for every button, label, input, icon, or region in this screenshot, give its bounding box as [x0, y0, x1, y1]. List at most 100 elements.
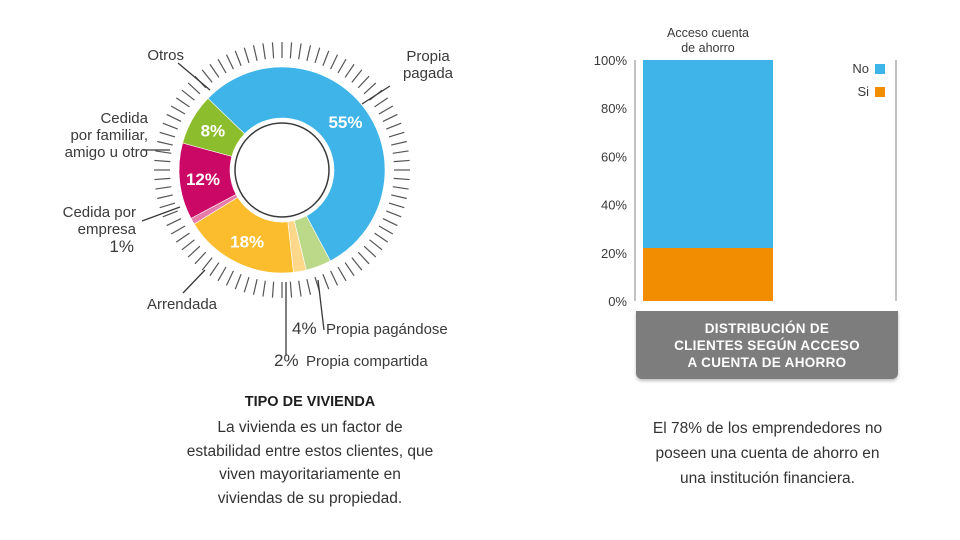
savings-body-line: poseen una cuenta de ahorro en: [655, 445, 880, 462]
donut-tick: [330, 54, 339, 70]
y-tick-label: 60%: [601, 149, 627, 164]
donut-tick: [201, 69, 213, 83]
donut-tick: [393, 177, 410, 181]
donut-tick: [337, 266, 347, 282]
donut-tick: [252, 45, 258, 61]
donut-tick: [252, 279, 258, 295]
label-pagandose-pct: 4%: [292, 319, 317, 338]
donut-tick: [157, 194, 173, 200]
donut-tick: [187, 82, 201, 95]
donut-tick: [181, 239, 195, 251]
housing-body-line: viven mayoritariamente en: [219, 466, 401, 483]
label-propia-pagada-line1: Propia: [406, 48, 450, 65]
donut-tick: [298, 280, 302, 297]
donut-slice-value-label: 12%: [186, 170, 220, 189]
donut-tick: [392, 186, 409, 190]
donut-tick: [155, 150, 172, 154]
donut-tick: [369, 239, 383, 251]
housing-body-line: estabilidad entre estos clientes, que: [186, 442, 434, 460]
label-cedida-familiar-line3: amigo u otro: [65, 144, 148, 161]
donut-tick: [363, 82, 377, 95]
donut-tick: [170, 105, 186, 115]
donut-tick: [378, 105, 394, 115]
caption-line: DISTRIBUCIÓN DE: [704, 320, 830, 336]
leader-lines: [141, 62, 391, 356]
donut-slice: [207, 66, 386, 262]
donut-tick: [388, 202, 405, 209]
housing-body-line: La vivienda es un factor de: [217, 419, 403, 436]
donut-tick: [344, 262, 355, 277]
donut-tick: [175, 232, 190, 243]
donut-percent-labels: 55% 18% 12% 8%: [186, 113, 363, 251]
label-cedida-empresa-pct: 1%: [109, 237, 134, 256]
y-tick-label: 100%: [594, 53, 628, 68]
donut-tick: [337, 58, 347, 74]
donut-tick: [306, 45, 312, 61]
label-arrendada: Arrendada: [147, 296, 218, 313]
legend-label-si: Si: [857, 84, 869, 99]
donut-tick: [289, 42, 293, 59]
donut-slices: [178, 66, 386, 274]
donut-tick: [209, 262, 220, 277]
donut-tick: [155, 186, 172, 190]
legend-swatch-no: [875, 64, 885, 74]
donut-tick: [314, 47, 321, 64]
donut-tick: [162, 210, 178, 218]
legend-swatch-si: [875, 87, 885, 97]
label-pagandose: Propia pagándose: [326, 321, 448, 338]
housing-body-line: viviendas de su propiedad.: [217, 489, 403, 507]
housing-title: TIPO DE VIVIENDA: [244, 394, 376, 410]
donut-tick: [388, 131, 405, 138]
donut-tick: [170, 225, 186, 235]
donut-tick: [382, 113, 398, 122]
label-otros: Otros: [147, 47, 184, 64]
donut-tick: [166, 218, 182, 227]
donut-tick: [175, 97, 190, 108]
donut-tick: [391, 194, 407, 200]
donut-tick: [217, 58, 227, 74]
label-cedida-empresa-line2: empresa: [78, 221, 137, 238]
bar-segment: [643, 60, 773, 248]
label-compartida: Propia compartida: [306, 353, 428, 370]
donut-tick: [234, 50, 242, 66]
donut-tick: [357, 251, 370, 265]
donut-tick: [344, 63, 355, 78]
donut-tick: [159, 202, 176, 209]
donut-tick: [217, 266, 227, 282]
donut-tick: [194, 251, 207, 265]
savings-body-line: una institución financiera.: [680, 470, 855, 487]
legend: No Si: [852, 61, 885, 99]
donut-tick: [234, 274, 242, 290]
donut-tick: [162, 122, 178, 130]
donut-tick: [382, 218, 398, 227]
label-cedida-familiar-line2: por familiar,: [70, 127, 148, 144]
y-tick-label: 20%: [601, 246, 627, 261]
donut-tick: [351, 69, 363, 83]
donut-tick: [225, 270, 234, 286]
y-tick-label: 40%: [601, 198, 627, 213]
donut-tick: [386, 210, 402, 218]
donut-tick: [392, 150, 409, 154]
donut-tick: [374, 232, 389, 243]
donut-tick: [378, 225, 394, 235]
donut-tick: [351, 257, 363, 271]
donut-tick: [357, 75, 370, 89]
donut-tick: [322, 274, 330, 290]
housing-donut-chart: 55% 18% 12% 8% Otros Propia pagada Cedida p…: [63, 42, 454, 370]
donut-tick: [166, 113, 182, 122]
donut-slice-value-label: 18%: [230, 232, 264, 251]
donut-tick: [157, 140, 173, 146]
donut-tick: [262, 280, 266, 297]
donut-tick: [187, 245, 201, 258]
bar-segments: [643, 60, 773, 301]
donut-tick: [271, 281, 275, 298]
donut-tick: [154, 159, 171, 163]
donut-tick: [181, 89, 195, 101]
donut-slice: [182, 98, 246, 157]
donut-slice-value-label: 55%: [328, 113, 362, 132]
legend-label-no: No: [852, 61, 869, 76]
label-cedida-empresa-line1: Cedida por: [63, 204, 136, 221]
savings-bar-chart: 0% 20% 40% 60% 80% 100% Acceso cuenta de ahor…: [594, 26, 897, 309]
donut-tick: [262, 43, 266, 60]
donut-tick: [154, 177, 171, 181]
